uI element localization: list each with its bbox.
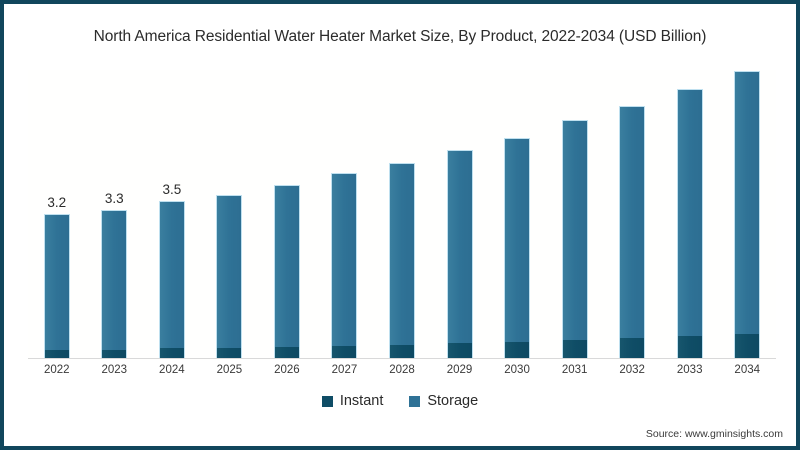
bar-group-2033[interactable] xyxy=(676,89,703,358)
bar-group-2031[interactable] xyxy=(561,119,588,358)
legend-label: Storage xyxy=(427,393,479,409)
x-tick-label-2027: 2027 xyxy=(331,364,358,376)
x-tick-label-2022: 2022 xyxy=(43,364,70,376)
bar-group-2023[interactable]: 3.3 xyxy=(101,191,128,358)
bar-segment-storage[interactable] xyxy=(43,214,70,351)
bar-segment-instant[interactable] xyxy=(446,343,473,358)
x-tick-label-2031: 2031 xyxy=(561,364,588,376)
bar-segment-instant[interactable] xyxy=(43,350,70,358)
legend-item-storage[interactable]: Storage xyxy=(409,393,478,409)
bar-segment-storage[interactable] xyxy=(504,137,531,342)
bar-segment-storage[interactable] xyxy=(273,184,300,347)
bar-segment-instant[interactable] xyxy=(101,349,128,358)
bar-segment-storage[interactable] xyxy=(101,209,128,350)
bar-series-container: 3.2 3.3 3.5 xyxy=(28,70,776,358)
bar-segment-instant[interactable] xyxy=(561,340,588,358)
legend-item-instant[interactable]: Instant xyxy=(321,393,384,409)
bar-segment-storage[interactable] xyxy=(734,71,761,335)
bar-group-2025[interactable] xyxy=(216,194,243,358)
bar-segment-storage[interactable] xyxy=(561,119,588,340)
bar-segment-instant[interactable] xyxy=(734,334,761,358)
bar-segment-instant[interactable] xyxy=(273,346,300,358)
bar-segment-storage[interactable] xyxy=(446,149,473,344)
chart-legend: Instant Storage xyxy=(0,393,800,409)
chart-title: North America Residential Water Heater M… xyxy=(93,28,707,45)
bar-group-2028[interactable] xyxy=(389,163,415,358)
bar-segment-instant[interactable] xyxy=(504,341,531,358)
bar-group-2022[interactable]: 3.2 xyxy=(43,195,70,358)
bar-group-2032[interactable] xyxy=(619,105,646,358)
x-axis-baseline xyxy=(28,358,776,359)
bar-group-2034[interactable] xyxy=(734,71,761,358)
bar-segment-storage[interactable] xyxy=(619,105,646,339)
bar-segment-storage[interactable] xyxy=(158,200,185,349)
bar-group-2030[interactable] xyxy=(504,137,531,358)
bar-segment-instant[interactable] xyxy=(331,345,358,358)
x-tick-label-2029: 2029 xyxy=(446,364,473,376)
bar-group-2029[interactable] xyxy=(446,149,473,358)
legend-label: Instant xyxy=(339,393,384,409)
x-tick-label-2028: 2028 xyxy=(389,364,415,376)
bar-value-label-2024: 3.5 xyxy=(162,181,182,197)
bar-segment-instant[interactable] xyxy=(216,347,243,358)
bar-segment-instant[interactable] xyxy=(619,338,646,358)
x-tick-label-2026: 2026 xyxy=(274,364,300,376)
x-tick-label-2034: 2034 xyxy=(734,364,761,376)
legend-swatch-icon xyxy=(409,395,421,407)
bar-value-label-2022: 3.2 xyxy=(47,195,67,210)
x-tick-label-2033: 2033 xyxy=(676,364,703,376)
x-tick-label-2030: 2030 xyxy=(504,364,530,376)
legend-swatch-icon xyxy=(321,395,333,407)
bar-segment-storage[interactable] xyxy=(216,194,243,348)
bar-group-2026[interactable] xyxy=(273,184,300,358)
source-attribution: Source: www.gminsights.com xyxy=(645,428,783,440)
x-tick-label-2023: 2023 xyxy=(101,364,128,376)
bar-group-2024[interactable]: 3.5 xyxy=(158,182,185,358)
bar-segment-storage[interactable] xyxy=(389,163,415,345)
bar-segment-instant[interactable] xyxy=(158,348,185,358)
bar-segment-instant[interactable] xyxy=(676,336,703,358)
x-tick-label-2024: 2024 xyxy=(159,364,185,376)
bar-value-label-2023: 3.3 xyxy=(104,190,124,206)
bar-segment-storage[interactable] xyxy=(676,89,703,337)
x-axis-tick-labels: 2022 2023 2024 2025 2026 2027 2028 2029 2030 2031… xyxy=(28,364,776,384)
x-tick-label-2025: 2025 xyxy=(216,364,243,376)
bar-segment-instant[interactable] xyxy=(389,344,415,358)
bar-group-2027[interactable] xyxy=(331,173,358,358)
x-tick-label-2032: 2032 xyxy=(619,364,645,376)
bar-segment-storage[interactable] xyxy=(331,173,358,346)
